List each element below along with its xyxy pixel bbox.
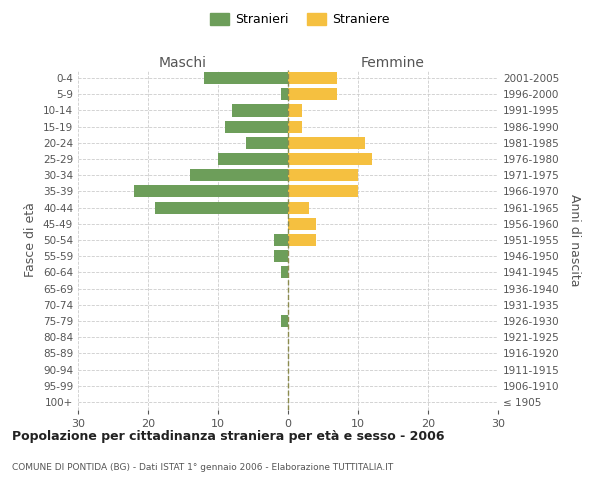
Bar [288, 169, 358, 181]
Text: Femmine: Femmine [361, 56, 425, 70]
Bar [288, 202, 309, 213]
Bar [246, 137, 288, 149]
Bar [288, 72, 337, 84]
Bar [288, 88, 337, 101]
Bar [281, 315, 288, 327]
Bar [288, 153, 372, 165]
Bar [274, 234, 288, 246]
Bar [204, 72, 288, 84]
Bar [288, 104, 302, 117]
Bar [288, 218, 316, 230]
Bar [288, 234, 316, 246]
Y-axis label: Anni di nascita: Anni di nascita [568, 194, 581, 286]
Text: Popolazione per cittadinanza straniera per età e sesso - 2006: Popolazione per cittadinanza straniera p… [12, 430, 445, 443]
Bar [288, 137, 365, 149]
Bar [134, 186, 288, 198]
Bar [218, 153, 288, 165]
Legend: Stranieri, Straniere: Stranieri, Straniere [206, 8, 394, 30]
Bar [288, 120, 302, 132]
Bar [274, 250, 288, 262]
Bar [155, 202, 288, 213]
Bar [225, 120, 288, 132]
Text: COMUNE DI PONTIDA (BG) - Dati ISTAT 1° gennaio 2006 - Elaborazione TUTTITALIA.IT: COMUNE DI PONTIDA (BG) - Dati ISTAT 1° g… [12, 462, 393, 471]
Y-axis label: Fasce di età: Fasce di età [25, 202, 37, 278]
Bar [288, 186, 358, 198]
Bar [281, 88, 288, 101]
Bar [281, 266, 288, 278]
Text: Maschi: Maschi [159, 56, 207, 70]
Bar [232, 104, 288, 117]
Bar [190, 169, 288, 181]
